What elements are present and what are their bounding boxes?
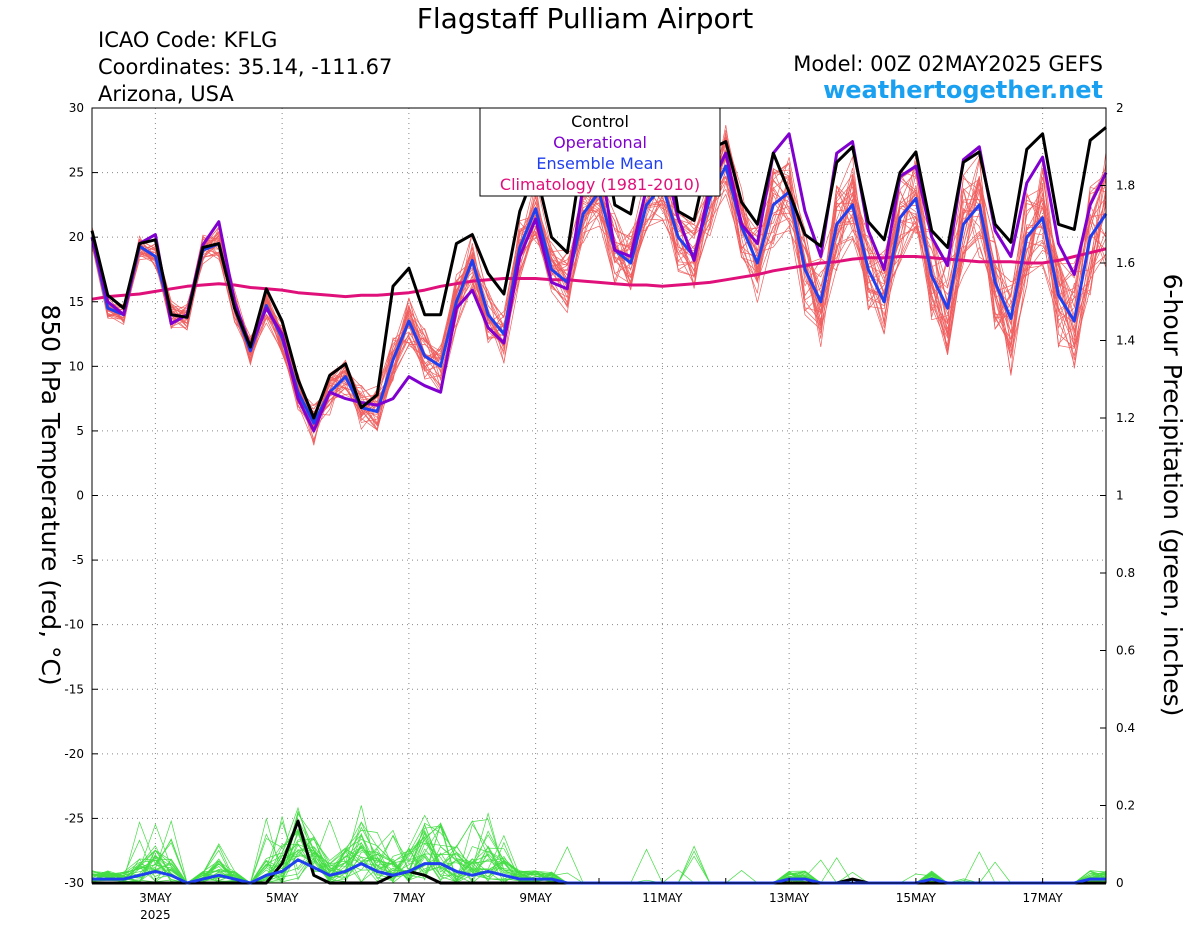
y2-tick-label: 2 xyxy=(1116,101,1124,115)
temp-series-line xyxy=(91,247,1107,301)
legend-entry: Control xyxy=(571,112,629,131)
precip-member-line xyxy=(91,842,1107,884)
ensemble-members xyxy=(91,125,1107,884)
precip-member-line xyxy=(91,817,1106,884)
y2-tick-label: 1.4 xyxy=(1116,334,1135,348)
x-axis-ticks: 3MAY 2025 5MAY 7MAY 9MAY 11MAY 13MAY 15MAY 17MAY xyxy=(91,878,1107,922)
precip-member-line xyxy=(91,829,1107,884)
legend-box xyxy=(479,107,721,197)
precip-member-line xyxy=(91,829,1107,884)
y-axis-ticks: 30 25 20 15 10 5 0 -5 -10 -15 -20 -25 -30 xyxy=(64,101,98,890)
chart-title: Flagstaff Pulliam Airport xyxy=(416,2,754,35)
y-axis-label: 850 hPa Temperature (red, °C) xyxy=(36,304,65,685)
y-tick-label: 15 xyxy=(69,295,84,309)
precip-member-line xyxy=(91,821,1107,884)
y2-tick-label: 1.6 xyxy=(1116,256,1135,270)
y-tick-label: 5 xyxy=(76,424,84,438)
y2-axis-label: 6-hour Precipitation (green, inches) xyxy=(1158,274,1187,717)
precip-member-line xyxy=(91,820,1107,884)
y-tick-label: 20 xyxy=(69,230,84,244)
precip-member-line xyxy=(91,810,1107,884)
x-tick-year: 2025 xyxy=(140,908,171,922)
region: Arizona, USA xyxy=(98,82,234,106)
y2-tick-label: 1 xyxy=(1116,489,1124,503)
grid-lines xyxy=(92,108,1106,883)
y2-tick-label: 0.2 xyxy=(1116,799,1135,813)
precip-member-line xyxy=(91,816,1107,884)
y2-tick-label: 0.6 xyxy=(1116,644,1135,658)
y-tick-label: -10 xyxy=(64,618,84,632)
y-tick-label: 10 xyxy=(69,359,84,373)
precip-member-line xyxy=(91,821,1107,884)
precip-member-line xyxy=(91,839,1107,884)
precip-member-line xyxy=(91,820,1107,884)
site-link[interactable]: weathertogether.net xyxy=(823,76,1103,104)
precip-member-line xyxy=(91,830,1107,884)
icao-code: ICAO Code: KFLG xyxy=(98,28,278,52)
x-tick-label: 9MAY xyxy=(519,891,552,905)
x-tick-label: 13MAY xyxy=(769,891,810,905)
precip-member-line xyxy=(91,821,1107,884)
x-tick-label: 3MAY xyxy=(139,891,172,905)
legend: Control Operational Ensemble Mean Climatolo… xyxy=(479,107,721,197)
precip-member-line xyxy=(91,810,1107,884)
coordinates: Coordinates: 35.14, -111.67 xyxy=(98,55,393,79)
precip-member-line xyxy=(91,828,1107,884)
precip-member-line xyxy=(91,819,1107,884)
y-tick-label: 0 xyxy=(76,489,84,503)
x-tick-label: 5MAY xyxy=(266,891,299,905)
y-tick-label: 30 xyxy=(69,101,84,115)
precip-member-line xyxy=(91,806,1107,884)
y-tick-label: -30 xyxy=(64,876,84,890)
y2-tick-label: 1.8 xyxy=(1116,179,1135,193)
precip-member-line xyxy=(91,813,1107,884)
precip-series-line xyxy=(92,819,1106,885)
y2-tick-label: 0.8 xyxy=(1116,566,1135,580)
y-tick-label: -25 xyxy=(64,811,84,825)
precip-member-line xyxy=(91,805,1107,884)
precip-member-line xyxy=(91,820,1107,884)
x-tick-label: 11MAY xyxy=(642,891,683,905)
y2-tick-label: 1.2 xyxy=(1116,411,1135,425)
precip-member-line xyxy=(91,824,1107,884)
temp-member-line xyxy=(91,158,1107,443)
y-tick-label: -5 xyxy=(72,553,84,567)
x-tick-label: 15MAY xyxy=(896,891,937,905)
precip-member-line xyxy=(91,825,1107,884)
y2-axis-ticks: 2 1.8 1.6 1.4 1.2 1 0.8 0.6 0.4 0.2 0 xyxy=(1100,101,1135,890)
y-tick-label: -20 xyxy=(64,747,84,761)
precip-member-line xyxy=(91,832,1107,884)
x-tick-label: 17MAY xyxy=(1023,891,1064,905)
precip-member-line xyxy=(91,829,1107,884)
y-tick-label: -15 xyxy=(64,682,84,696)
model-run: Model: 00Z 02MAY2025 GEFS xyxy=(793,52,1103,76)
legend-entry: Operational xyxy=(553,133,647,152)
y2-tick-label: 0.4 xyxy=(1116,721,1135,735)
y-tick-label: 25 xyxy=(69,166,84,180)
x-tick-label: 7MAY xyxy=(393,891,426,905)
precip-member-line xyxy=(91,830,1107,884)
precip-member-line xyxy=(91,812,1107,884)
precip-member-line xyxy=(91,837,1107,884)
precip-member-line xyxy=(91,830,1107,884)
legend-entry: Ensemble Mean xyxy=(536,154,663,173)
legend-entry: Climatology (1981-2010) xyxy=(500,175,700,194)
y2-tick-label: 0 xyxy=(1116,876,1124,890)
precip-member-line xyxy=(91,831,1107,884)
